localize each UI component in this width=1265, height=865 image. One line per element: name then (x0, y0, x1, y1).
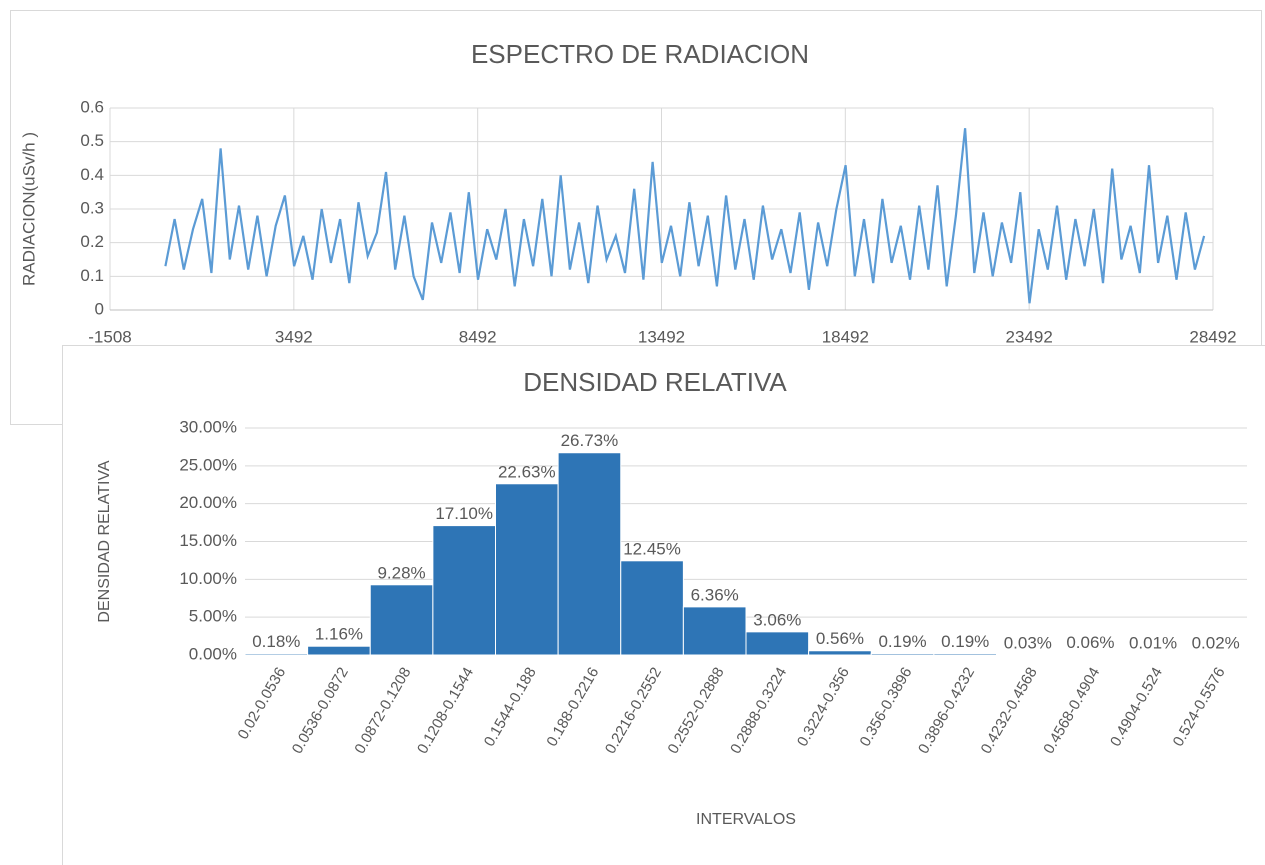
data-label: 0.18% (252, 632, 300, 651)
data-label: 12.45% (623, 539, 681, 558)
data-line (164, 128, 1206, 304)
y-tick-label: 0.4 (80, 165, 104, 184)
data-label: 17.10% (435, 504, 493, 523)
x-tick-label: 28492 (1189, 327, 1236, 346)
y-tick-label: 0.5 (80, 131, 104, 150)
data-label: 22.63% (498, 462, 556, 481)
y-tick-label: 5.00% (189, 607, 237, 626)
data-label: 0.56% (816, 629, 864, 648)
x-tick-label: 13492 (638, 327, 685, 346)
y-tick-label: 0.2 (80, 232, 104, 251)
bar (870, 653, 935, 656)
y-tick-label: 0 (95, 299, 104, 318)
bar (432, 525, 496, 656)
bar (682, 606, 747, 656)
bar (495, 483, 559, 656)
data-label: 3.06% (753, 610, 801, 629)
y-axis-label: RADIACION(uSv/h ) (19, 132, 38, 286)
x-tick-label: 3492 (275, 327, 313, 346)
y-tick-label: 10.00% (179, 569, 237, 588)
bar (745, 631, 810, 656)
x-axis-label: INTERVALOS (696, 811, 796, 828)
bar (933, 653, 997, 656)
y-tick-label: 0.00% (189, 644, 237, 663)
data-label: 6.36% (691, 585, 739, 604)
data-label: 0.19% (941, 632, 989, 651)
y-tick-label: 25.00% (179, 455, 237, 474)
bar (808, 650, 872, 656)
chart-title: ESPECTRO DE RADIACION (471, 39, 809, 69)
bar (369, 584, 434, 656)
data-label: 1.16% (315, 625, 363, 644)
y-tick-label: 20.00% (179, 493, 237, 512)
y-tick-label: 0.6 (80, 97, 104, 116)
y-tick-label: 0.3 (80, 198, 104, 217)
data-label: 26.73% (561, 431, 619, 450)
bar (244, 653, 309, 656)
data-label: 0.03% (1004, 633, 1052, 652)
y-tick-label: 30.00% (179, 417, 237, 436)
y-tick-label: 15.00% (179, 531, 237, 550)
chart-title: DENSIDAD RELATIVA (523, 367, 787, 397)
x-tick-label: 8492 (459, 327, 497, 346)
x-tick-label: 23492 (1006, 327, 1053, 346)
x-tick-label: -1508 (88, 327, 131, 346)
y-tick-label: 0.1 (80, 266, 104, 285)
bar (620, 560, 684, 656)
x-tick-label: 18492 (822, 327, 869, 346)
y-axis-label: DENSIDAD RELATIVA (96, 460, 113, 622)
data-label: 0.06% (1066, 633, 1114, 652)
bar (307, 645, 371, 656)
data-label: 0.19% (878, 632, 926, 651)
data-label: 0.01% (1129, 633, 1177, 652)
data-label: 0.02% (1192, 633, 1240, 652)
bar (557, 452, 622, 656)
data-label: 9.28% (377, 563, 425, 582)
